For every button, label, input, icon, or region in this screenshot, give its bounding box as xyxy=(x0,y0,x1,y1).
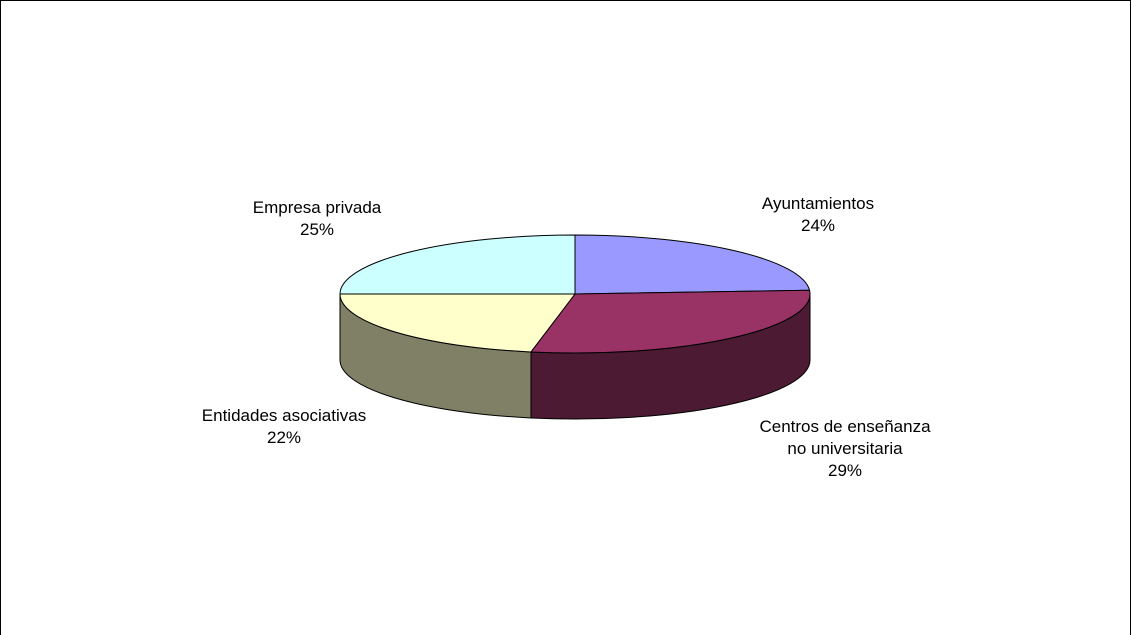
label-value: 25% xyxy=(299,220,335,239)
slice xyxy=(339,293,577,353)
data-label: Empresa privada 25% xyxy=(167,197,467,241)
label-value: 24% xyxy=(800,216,836,235)
label-name: Empresa privada xyxy=(252,198,382,217)
label-name: Centros de enseñanza no universitaria xyxy=(759,417,931,458)
data-label: Entidades asociativas 22% xyxy=(134,405,434,449)
data-label: Ayuntamientos 24% xyxy=(668,193,968,237)
slice xyxy=(574,234,811,295)
slice xyxy=(339,234,576,295)
label-name: Entidades asociativas xyxy=(201,406,367,425)
label-value: 22% xyxy=(266,428,302,447)
label-value: 29% xyxy=(827,461,863,480)
slice xyxy=(529,289,811,354)
data-label: Centros de enseñanza no universitaria 29% xyxy=(750,416,940,482)
label-name: Ayuntamientos xyxy=(761,194,875,213)
